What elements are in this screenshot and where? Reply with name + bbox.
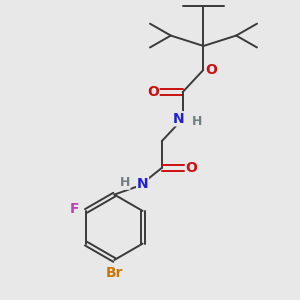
Text: O: O (147, 85, 159, 99)
Text: N: N (137, 177, 148, 191)
Text: H: H (192, 115, 203, 128)
Text: F: F (70, 202, 80, 216)
Text: O: O (205, 63, 217, 77)
Text: Br: Br (106, 266, 123, 280)
Text: O: O (186, 161, 197, 175)
Text: H: H (119, 176, 130, 189)
Text: N: N (172, 112, 184, 126)
